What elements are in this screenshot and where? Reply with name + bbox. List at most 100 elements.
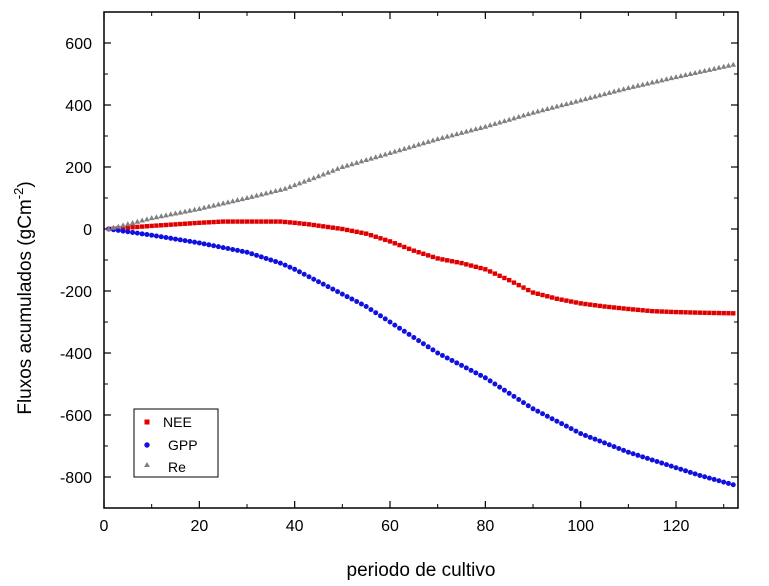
data-point-nee — [402, 244, 407, 250]
data-point-nee — [206, 220, 212, 225]
data-point-re — [534, 108, 541, 114]
data-point-re — [282, 185, 288, 191]
data-point-nee — [621, 306, 626, 311]
data-point-nee — [459, 260, 464, 266]
data-point-nee — [464, 262, 469, 267]
y-tick-label: -400 — [60, 346, 92, 363]
x-axis-title: periodo de cultivo — [347, 560, 496, 581]
data-point-gpp — [344, 294, 350, 300]
data-point-gpp — [625, 449, 631, 455]
data-point-gpp — [439, 352, 445, 358]
data-point-nee — [263, 219, 269, 224]
data-point-re — [654, 78, 660, 84]
data-point-nee — [135, 224, 140, 230]
data-point-nee — [483, 267, 488, 272]
legend-label-gpp: GPP — [168, 437, 198, 453]
data-point-gpp — [363, 304, 369, 309]
data-point-nee — [378, 236, 383, 241]
data-point-re — [396, 147, 403, 153]
legend-marker-gpp — [144, 442, 150, 448]
data-point-nee — [340, 226, 345, 232]
data-point-re — [244, 195, 250, 200]
data-point-re — [720, 63, 727, 69]
data-point-gpp — [668, 463, 674, 469]
data-point-gpp — [644, 455, 650, 461]
data-point-gpp — [254, 252, 260, 258]
data-point-gpp — [196, 240, 202, 246]
data-point-nee — [359, 230, 364, 235]
data-point-re — [439, 134, 446, 140]
data-point-re — [477, 124, 484, 130]
data-point-nee — [230, 219, 235, 224]
data-point-gpp — [406, 331, 412, 337]
data-point-gpp — [234, 247, 240, 253]
data-point-gpp — [573, 428, 579, 434]
data-point-gpp — [120, 228, 126, 234]
data-point-re — [601, 91, 608, 97]
data-point-re — [616, 87, 622, 93]
data-point-nee — [669, 309, 674, 315]
data-point-nee — [425, 253, 431, 258]
data-point-nee — [244, 219, 250, 224]
data-point-gpp — [635, 452, 641, 458]
data-point-re — [530, 109, 536, 115]
data-point-re — [582, 96, 589, 102]
data-point-nee — [130, 225, 135, 230]
data-point-re — [520, 112, 527, 118]
data-point-re — [463, 128, 470, 134]
data-point-gpp — [215, 244, 221, 250]
data-point-gpp — [544, 413, 550, 419]
data-point-nee — [649, 308, 655, 314]
data-point-gpp — [301, 271, 307, 277]
data-point-nee — [159, 223, 164, 228]
data-point-gpp — [258, 254, 264, 260]
data-point-re — [649, 79, 655, 85]
data-point-re — [496, 119, 503, 125]
data-point-re — [301, 178, 308, 184]
data-point-gpp — [616, 445, 622, 451]
data-point-gpp — [673, 465, 679, 471]
data-point-gpp — [311, 276, 317, 282]
data-point-nee — [120, 225, 126, 231]
data-point-gpp — [177, 237, 183, 243]
data-point-nee — [282, 219, 288, 225]
data-point-gpp — [430, 347, 436, 353]
data-point-re — [573, 98, 579, 104]
data-point-gpp — [568, 426, 574, 432]
data-point-gpp — [173, 236, 179, 242]
data-point-re — [339, 164, 346, 169]
data-point-re — [406, 144, 412, 150]
data-point-gpp — [273, 259, 279, 265]
data-point-gpp — [182, 238, 188, 244]
data-point-gpp — [382, 316, 388, 322]
data-point-gpp — [630, 451, 636, 457]
legend: NEE GPP Re — [133, 408, 219, 478]
data-point-nee — [435, 256, 440, 261]
data-point-gpp — [501, 387, 507, 393]
data-point-nee — [406, 246, 412, 252]
data-point-gpp — [220, 245, 226, 251]
y-axis-title: Fluxos acumulados (gCm-2) — [11, 181, 36, 414]
data-point-re — [677, 73, 684, 79]
data-point-re — [115, 223, 122, 229]
data-point-gpp — [582, 432, 588, 438]
data-point-gpp — [425, 344, 431, 350]
data-point-gpp — [478, 372, 484, 378]
data-point-nee — [344, 227, 350, 233]
data-point-re — [253, 192, 260, 198]
series-nee — [106, 219, 736, 316]
data-point-gpp — [335, 289, 341, 295]
data-point-gpp — [316, 279, 322, 285]
data-point-gpp — [435, 350, 441, 356]
data-point-nee — [197, 220, 202, 225]
data-point-gpp — [535, 408, 541, 414]
data-point-nee — [530, 290, 536, 295]
data-point-gpp — [454, 360, 460, 366]
data-point-re — [287, 183, 293, 189]
data-point-nee — [392, 241, 397, 246]
data-point-nee — [387, 239, 393, 244]
data-point-nee — [306, 222, 312, 227]
x-tick-label: 0 — [100, 518, 109, 535]
data-point-re — [187, 207, 193, 213]
